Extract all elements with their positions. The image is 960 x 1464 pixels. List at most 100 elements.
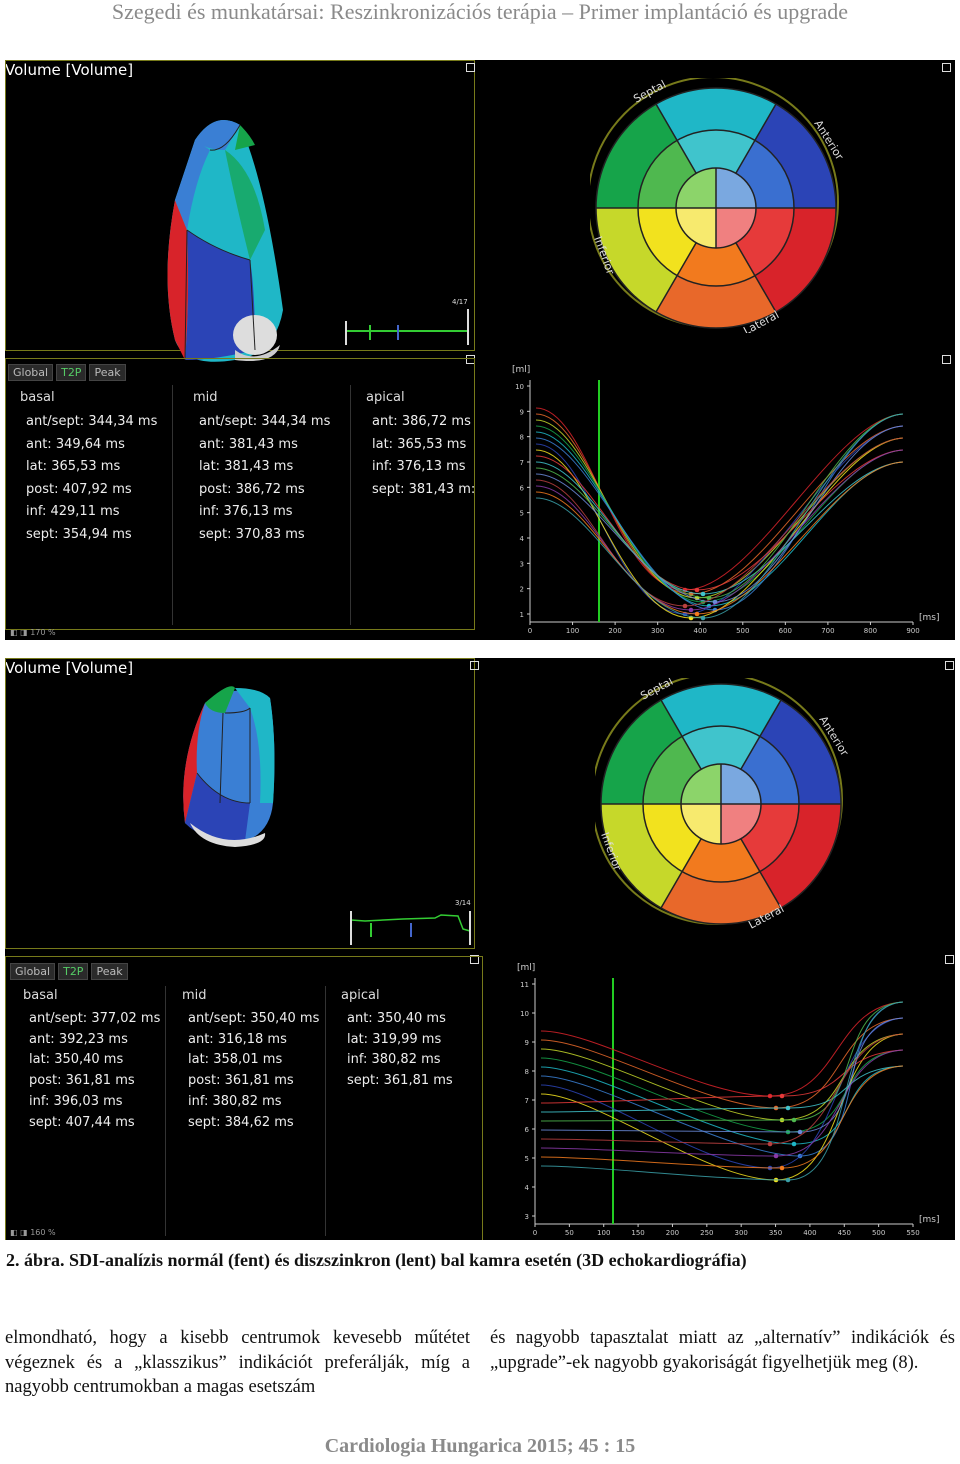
body-text-left: elmondható, hogy a kisebb centrumok keve… (5, 1328, 470, 1397)
tab-global[interactable]: Global (10, 963, 56, 980)
x-tick-label: 100 (597, 1229, 610, 1237)
x-axis-label: [ms] (919, 1215, 939, 1225)
min-volume-marker (797, 1129, 803, 1135)
maximize-icon[interactable] (470, 955, 479, 964)
x-tick-label: 200 (608, 627, 621, 635)
zoom-readout: ◧ ◨ 170 % (10, 628, 56, 637)
x-tick-label: 400 (694, 627, 707, 635)
segment-curve (535, 407, 904, 591)
min-volume-marker (773, 1153, 779, 1159)
sdi-panel-normal: Volume [Volume] 4/17 (5, 60, 955, 640)
tab-t2p[interactable]: T2P (56, 364, 87, 381)
x-tick-label: 150 (631, 1229, 644, 1237)
tab-peak[interactable]: Peak (91, 963, 128, 980)
min-volume-marker (694, 587, 700, 593)
y-tick-label: 3 (520, 560, 524, 568)
x-tick-label: 50 (565, 1229, 574, 1237)
volume-view-title: Volume [Volume] (5, 659, 134, 677)
volume-curves-chart: [ml] [ms] 3 4 5 6 7 8 9 10 11 0 50 100 150 200 250 300 350… (517, 963, 939, 1237)
x-tick-label: 300 (651, 627, 664, 635)
segment-curve (535, 413, 904, 619)
y-tick-label: 8 (525, 1068, 529, 1076)
x-tick-label: 600 (779, 627, 792, 635)
maximize-icon[interactable] (942, 63, 951, 72)
x-tick-label: 450 (838, 1229, 851, 1237)
y-tick-label: 10 (520, 1010, 529, 1018)
y-tick-label: 4 (520, 535, 525, 543)
x-tick-label: 700 (821, 627, 834, 635)
maximize-icon[interactable] (470, 661, 479, 670)
maximize-icon[interactable] (466, 63, 475, 72)
y-tick-label: 2 (520, 586, 524, 594)
maximize-icon[interactable] (945, 661, 954, 670)
apical-column: apical ant: 386,72 ms lat: 365,53 ms inf… (366, 390, 476, 497)
view-tabs: Global T2P Peak (8, 364, 129, 381)
frame-counter: 3/14 (455, 899, 471, 907)
segment-curve (540, 1065, 904, 1145)
y-tick-label: 9 (520, 408, 524, 416)
y-tick-label: 4 (525, 1184, 530, 1192)
basal-column: basal ant/sept: 344,34 ms ant: 349,64 ms… (20, 390, 158, 542)
y-tick-label: 7 (525, 1097, 529, 1105)
y-tick-label: 5 (525, 1155, 529, 1163)
tab-global[interactable]: Global (8, 364, 54, 381)
x-tick-label: 400 (803, 1229, 816, 1237)
tab-t2p[interactable]: T2P (58, 963, 89, 980)
y-axis-label: [ml] (517, 963, 535, 973)
x-tick-label: 300 (734, 1229, 747, 1237)
page-footer: Cardiologia Hungarica 2015; 45 : 15 (324, 1435, 636, 1457)
min-volume-marker (785, 1177, 791, 1183)
bullseye-polar-map: Septal Anterior Lateral Inferior (590, 78, 845, 333)
y-tick-label: 10 (515, 383, 524, 391)
ventricle-3d-model (183, 686, 275, 847)
min-volume-marker (688, 607, 694, 613)
figure-caption: 2. ábra. SDI-analízis normál (fent) és d… (6, 1250, 747, 1270)
frame-counter: 4/17 (452, 298, 468, 306)
frame-timeline[interactable]: 4/17 (340, 295, 475, 350)
mid-column: mid ant/sept: 350,40 ms ant: 316,18 ms l… (182, 988, 320, 1130)
min-volume-marker (791, 1117, 797, 1123)
volume-view-title: Volume [Volume] (5, 61, 134, 79)
frame-timeline[interactable]: 3/14 (343, 893, 478, 948)
y-axis-label: [ml] (512, 365, 530, 375)
zoom-readout: ◧ ◨ 160 % (10, 1228, 56, 1237)
mid-column: mid ant/sept: 344,34 ms ant: 381,43 ms l… (193, 390, 331, 542)
min-volume-marker (700, 591, 706, 597)
segment-curve (535, 413, 904, 611)
volume-view-frame (5, 658, 475, 949)
segment-curve (535, 437, 904, 607)
apical-column: apical ant: 350,40 ms lat: 319,99 ms inf… (341, 988, 453, 1089)
x-tick-label: 0 (528, 627, 532, 635)
min-volume-marker (694, 611, 700, 617)
basal-column: basal ant/sept: 377,02 ms ant: 392,23 ms… (23, 988, 161, 1130)
segment-curve (535, 419, 904, 599)
x-tick-label: 100 (566, 627, 579, 635)
x-tick-label: 350 (769, 1229, 782, 1237)
body-text-right: és nagyobb tapasztalat miatt az „alterna… (490, 1328, 955, 1373)
y-tick-label: 6 (525, 1126, 530, 1134)
maximize-icon[interactable] (945, 955, 954, 964)
x-tick-label: 800 (864, 627, 877, 635)
x-tick-label: 900 (906, 627, 919, 635)
y-tick-label: 1 (520, 611, 524, 619)
maximize-icon[interactable] (942, 355, 951, 364)
tab-peak[interactable]: Peak (89, 364, 126, 381)
min-volume-marker (779, 1165, 785, 1171)
bullseye-polar-map: Septal Anterior Lateral Inferior (595, 678, 850, 932)
x-tick-label: 200 (666, 1229, 679, 1237)
min-volume-marker (700, 615, 706, 621)
y-tick-label: 7 (520, 459, 524, 467)
segment-curve (535, 413, 904, 599)
x-tick-label: 500 (736, 627, 749, 635)
y-tick-label: 11 (520, 981, 529, 989)
x-tick-label: 250 (700, 1229, 713, 1237)
min-volume-marker (712, 599, 718, 605)
y-tick-label: 3 (525, 1213, 529, 1221)
y-tick-label: 9 (525, 1039, 529, 1047)
running-header: Szegedi és munkatársai: Reszinkronizáció… (111, 0, 849, 24)
min-volume-marker (791, 1141, 797, 1147)
x-tick-label: 500 (872, 1229, 885, 1237)
segment-curve (535, 437, 904, 619)
sdi-panel-dyssynchronous: Volume [Volume] 3/14 (5, 658, 955, 1240)
